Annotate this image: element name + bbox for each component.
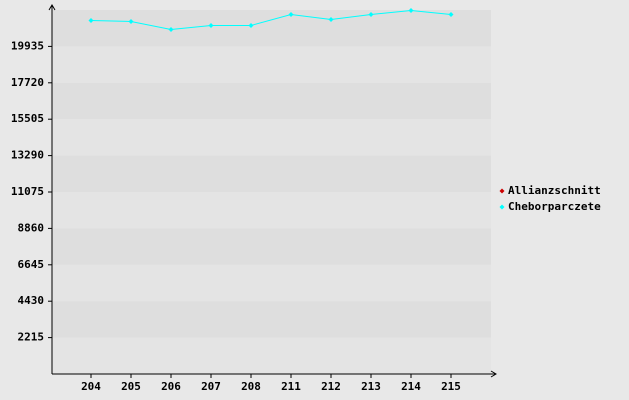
y-tick-label: 17720: [11, 76, 44, 89]
plot-band: [52, 192, 491, 229]
plot-band: [52, 337, 491, 374]
legend-marker: [499, 204, 505, 210]
point: [88, 17, 94, 23]
y-axis-arrow: [48, 4, 56, 11]
y-tick-label: 4430: [18, 294, 45, 307]
point: [128, 18, 134, 24]
point: [168, 26, 174, 32]
legend-label: Allianzschnitt: [508, 184, 601, 197]
point: [368, 11, 374, 17]
plot-band: [52, 264, 491, 302]
x-tick-label: 214: [401, 380, 421, 393]
point: [248, 22, 254, 28]
y-tick-label: 19935: [11, 39, 44, 52]
y-tick-label: 6645: [18, 258, 45, 271]
plot-band: [52, 10, 491, 47]
x-tick-label: 204: [81, 380, 101, 393]
series-line: [90, 9, 452, 30]
plot-band: [52, 301, 491, 338]
x-axis-arrow: [490, 370, 497, 378]
y-tick-label: 13290: [11, 149, 44, 162]
x-tick-label: 207: [201, 380, 221, 393]
plot-band: [52, 119, 491, 156]
x-tick-label: 213: [361, 380, 381, 393]
point: [408, 7, 414, 13]
y-tick-label: 2215: [18, 331, 45, 344]
y-tick-label: 8860: [18, 221, 45, 234]
x-tick-label: 212: [321, 380, 341, 393]
plot-band: [52, 228, 491, 265]
x-tick-label: 206: [161, 380, 181, 393]
x-tick-label: 211: [281, 380, 301, 393]
legend-label: Cheborparczete: [508, 200, 601, 213]
x-tick-label: 205: [121, 380, 141, 393]
point: [328, 16, 334, 22]
plot-band: [52, 46, 491, 83]
y-tick-label: 11075: [11, 185, 44, 198]
y-tick-label: 15505: [11, 112, 44, 125]
point: [208, 22, 214, 28]
legend-marker: [499, 188, 505, 194]
point: [448, 11, 454, 17]
x-tick-label: 215: [441, 380, 461, 393]
plot-band: [52, 155, 491, 192]
x-tick-label: 208: [241, 380, 261, 393]
point: [288, 11, 294, 17]
plot-band: [52, 82, 491, 120]
